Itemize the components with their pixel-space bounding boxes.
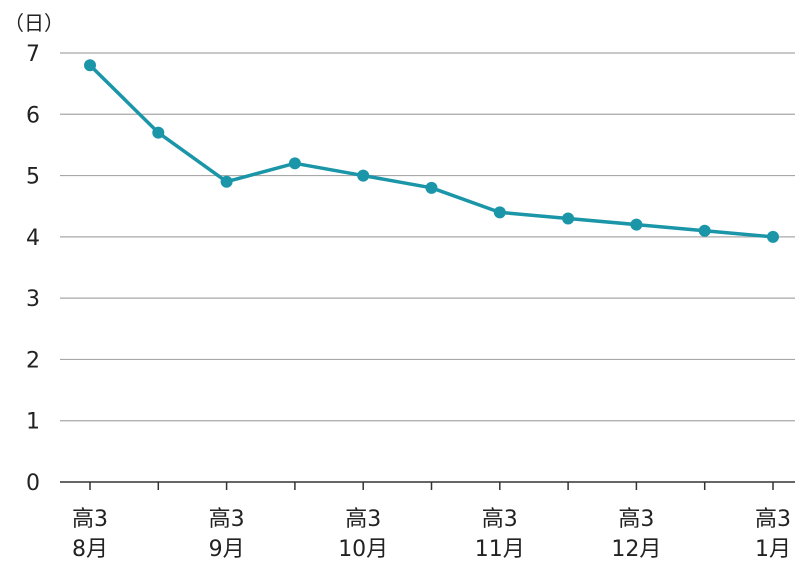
x-tick-label-line2: 10月 bbox=[338, 537, 388, 562]
data-point bbox=[288, 157, 301, 170]
data-point bbox=[698, 224, 711, 237]
x-tick-label-line2: 8月 bbox=[72, 537, 108, 562]
x-tick-label-line1: 高3 bbox=[482, 507, 518, 532]
series-line bbox=[88, 64, 774, 239]
x-tick-label-line2: 12月 bbox=[611, 537, 661, 562]
data-point bbox=[220, 175, 233, 188]
data-point bbox=[152, 126, 165, 139]
y-tick-label: 7 bbox=[26, 42, 40, 67]
y-axis-unit-label: （日） bbox=[4, 11, 64, 35]
x-tick-label-line1: 高3 bbox=[72, 507, 108, 532]
y-axis-ticks: 0 1 2 3 4 5 6 7 bbox=[26, 42, 40, 496]
x-axis: 高3 8月 高3 9月 高3 10月 高3 11月 高3 12月 高3 1月 bbox=[60, 481, 795, 562]
data-point bbox=[562, 212, 575, 225]
y-tick-label: 5 bbox=[26, 165, 40, 190]
data-point bbox=[630, 218, 643, 231]
data-point bbox=[357, 169, 370, 182]
x-tick-label-line2: 11月 bbox=[475, 537, 525, 562]
x-tick-label-line1: 高3 bbox=[618, 507, 654, 532]
x-tick-label-line1: 高3 bbox=[755, 507, 791, 532]
x-tick-label-line2: 9月 bbox=[209, 537, 245, 562]
x-tick-label-line1: 高3 bbox=[209, 507, 245, 532]
x-tick-label-line2: 1月 bbox=[755, 537, 791, 562]
y-tick-label: 4 bbox=[26, 226, 40, 251]
y-tick-label: 3 bbox=[26, 287, 40, 312]
x-tick-label-line1: 高3 bbox=[345, 507, 381, 532]
y-tick-label: 1 bbox=[26, 410, 40, 435]
data-point bbox=[767, 230, 779, 243]
y-tick-label: 6 bbox=[26, 103, 40, 128]
y-tick-label: 2 bbox=[26, 348, 40, 373]
data-point bbox=[493, 206, 506, 219]
data-point bbox=[425, 181, 438, 194]
y-tick-label: 0 bbox=[26, 471, 40, 496]
series-layer bbox=[84, 59, 779, 243]
gridlines bbox=[60, 52, 795, 422]
data-point bbox=[84, 59, 96, 72]
